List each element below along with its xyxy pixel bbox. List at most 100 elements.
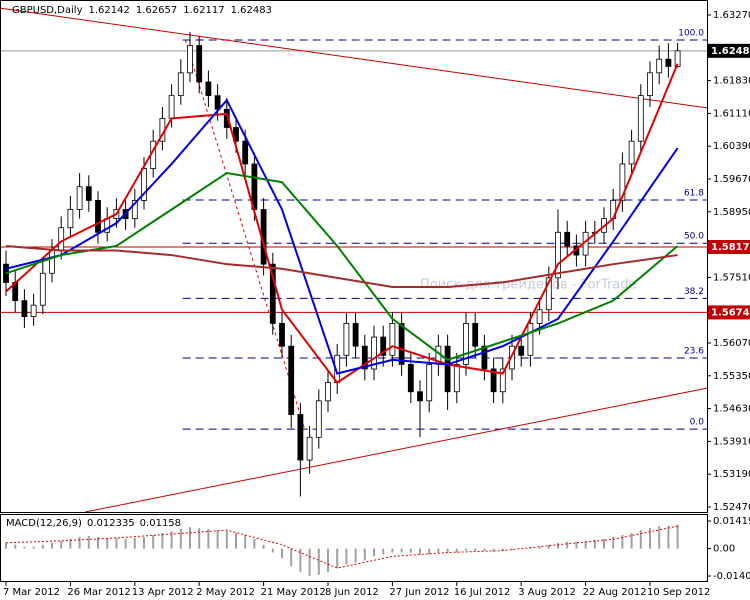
trendline <box>85 387 708 513</box>
candle-body <box>306 436 313 461</box>
y-tick-label: 1.61110 <box>713 108 750 119</box>
header-value: 0.01158 <box>140 518 181 529</box>
candle-body <box>343 322 350 356</box>
candle-body <box>380 336 387 356</box>
candle-body <box>288 345 295 415</box>
macd-header: MACD(12,26,9) 0.012335 0.01158 <box>6 518 181 529</box>
candle-body <box>619 163 626 201</box>
fib-label: 23.6 <box>684 347 704 357</box>
x-tick-label: 26 Mar 2012 <box>67 587 130 598</box>
y-tick-label: 1.60390 <box>713 141 750 152</box>
candle-body <box>647 72 653 97</box>
x-tick-label: 27 Jun 2012 <box>389 587 449 598</box>
candle-body <box>361 345 368 370</box>
candle-body <box>95 199 101 233</box>
watermark: Поиск для трейдеров - ForTrade <box>420 278 637 293</box>
candle-body <box>177 72 184 97</box>
fib-label: 38.2 <box>684 287 704 297</box>
candle-body <box>536 309 543 324</box>
header-value: 0.012335 <box>87 518 135 529</box>
candle-body <box>187 45 193 74</box>
candle-body <box>628 140 635 165</box>
candle-body <box>67 209 74 229</box>
trendline <box>0 7 708 109</box>
candle-body <box>509 345 515 370</box>
price-tag <box>708 240 750 255</box>
y-tick-label: 1.54630 <box>713 404 750 415</box>
price-tag <box>708 305 750 320</box>
y-tick-label: 1.58950 <box>713 207 750 218</box>
header-value: 1.62657 <box>136 5 177 16</box>
candle-body <box>297 414 304 461</box>
x-tick-label: 7 Mar 2012 <box>3 587 60 598</box>
y-tick-label: 1.53910 <box>713 436 750 447</box>
macd-signal <box>5 525 678 569</box>
y-tick-label: 1.59670 <box>713 174 750 185</box>
candle-body <box>39 272 46 306</box>
fib-label: 61.8 <box>684 188 704 198</box>
candle-body <box>205 81 212 97</box>
y-tick-label: 1.52470 <box>713 502 750 513</box>
y-tick-label: 0.00 <box>713 544 735 555</box>
candle-body <box>665 58 672 67</box>
candle-body <box>214 95 221 110</box>
x-tick-label: 22 Aug 2012 <box>583 587 647 598</box>
moving-average <box>5 172 679 361</box>
y-tick-label: 1.56070 <box>713 338 750 349</box>
candle-body <box>269 263 276 324</box>
x-tick-label: 8 Jun 2012 <box>325 587 379 598</box>
x-tick-label: 16 Jul 2012 <box>454 587 511 598</box>
candle-body <box>131 199 138 220</box>
candle-body <box>481 345 488 370</box>
candle-body <box>472 322 479 347</box>
candle-body <box>30 304 37 317</box>
candle-body <box>398 322 405 365</box>
price-tag-label: 1.58177 <box>711 242 750 253</box>
x-tick-label: 10 Sep 2012 <box>647 587 710 598</box>
candle-body <box>242 140 249 165</box>
x-tick-label: 13 Apr 2012 <box>132 587 194 598</box>
candle-body <box>564 231 571 247</box>
candle-body <box>656 58 663 74</box>
candle-body <box>279 322 285 347</box>
candle-body <box>407 363 414 393</box>
header-value: 1.62117 <box>183 5 224 16</box>
macd-frame <box>0 514 708 582</box>
y-tick-label: 1.55350 <box>713 371 750 382</box>
candle-body <box>85 186 92 201</box>
candle-body <box>168 95 175 119</box>
candle-body <box>352 322 359 347</box>
candle-body <box>637 95 644 142</box>
candle-body <box>545 277 552 311</box>
moving-average <box>5 63 679 384</box>
header-value: MACD(12,26,9) <box>6 518 82 529</box>
y-tick-label: 1.63270 <box>713 10 750 21</box>
candle-body <box>518 345 525 356</box>
candle-body <box>444 345 451 393</box>
y-tick-label: 1.57510 <box>713 272 750 283</box>
price-tag <box>708 43 750 58</box>
candle-body <box>76 186 83 210</box>
header-value: GBPUSD,Daily <box>12 5 83 16</box>
candle-body <box>463 322 469 365</box>
header-value: 1.62483 <box>231 5 272 16</box>
fib-line <box>184 39 306 431</box>
y-tick-label: 0.014191 <box>713 516 750 527</box>
candle-body <box>223 108 230 128</box>
y-tick-label: 1.53190 <box>713 469 750 480</box>
moving-average <box>5 244 678 288</box>
candle-body <box>196 45 203 83</box>
candle-body <box>499 368 506 393</box>
main-frame <box>0 0 708 513</box>
x-tick-label: 2 May 2012 <box>196 587 255 598</box>
candle-body <box>555 231 561 279</box>
y-tick-label: -0.014060 <box>713 571 750 582</box>
x-tick-label: 21 May 2012 <box>261 587 326 598</box>
price-tag-label: 1.62483 <box>711 46 750 57</box>
candle-body <box>21 300 28 317</box>
candle-body <box>49 250 55 274</box>
x-tick-label: 3 Aug 2012 <box>518 587 576 598</box>
candle-body <box>141 168 147 201</box>
